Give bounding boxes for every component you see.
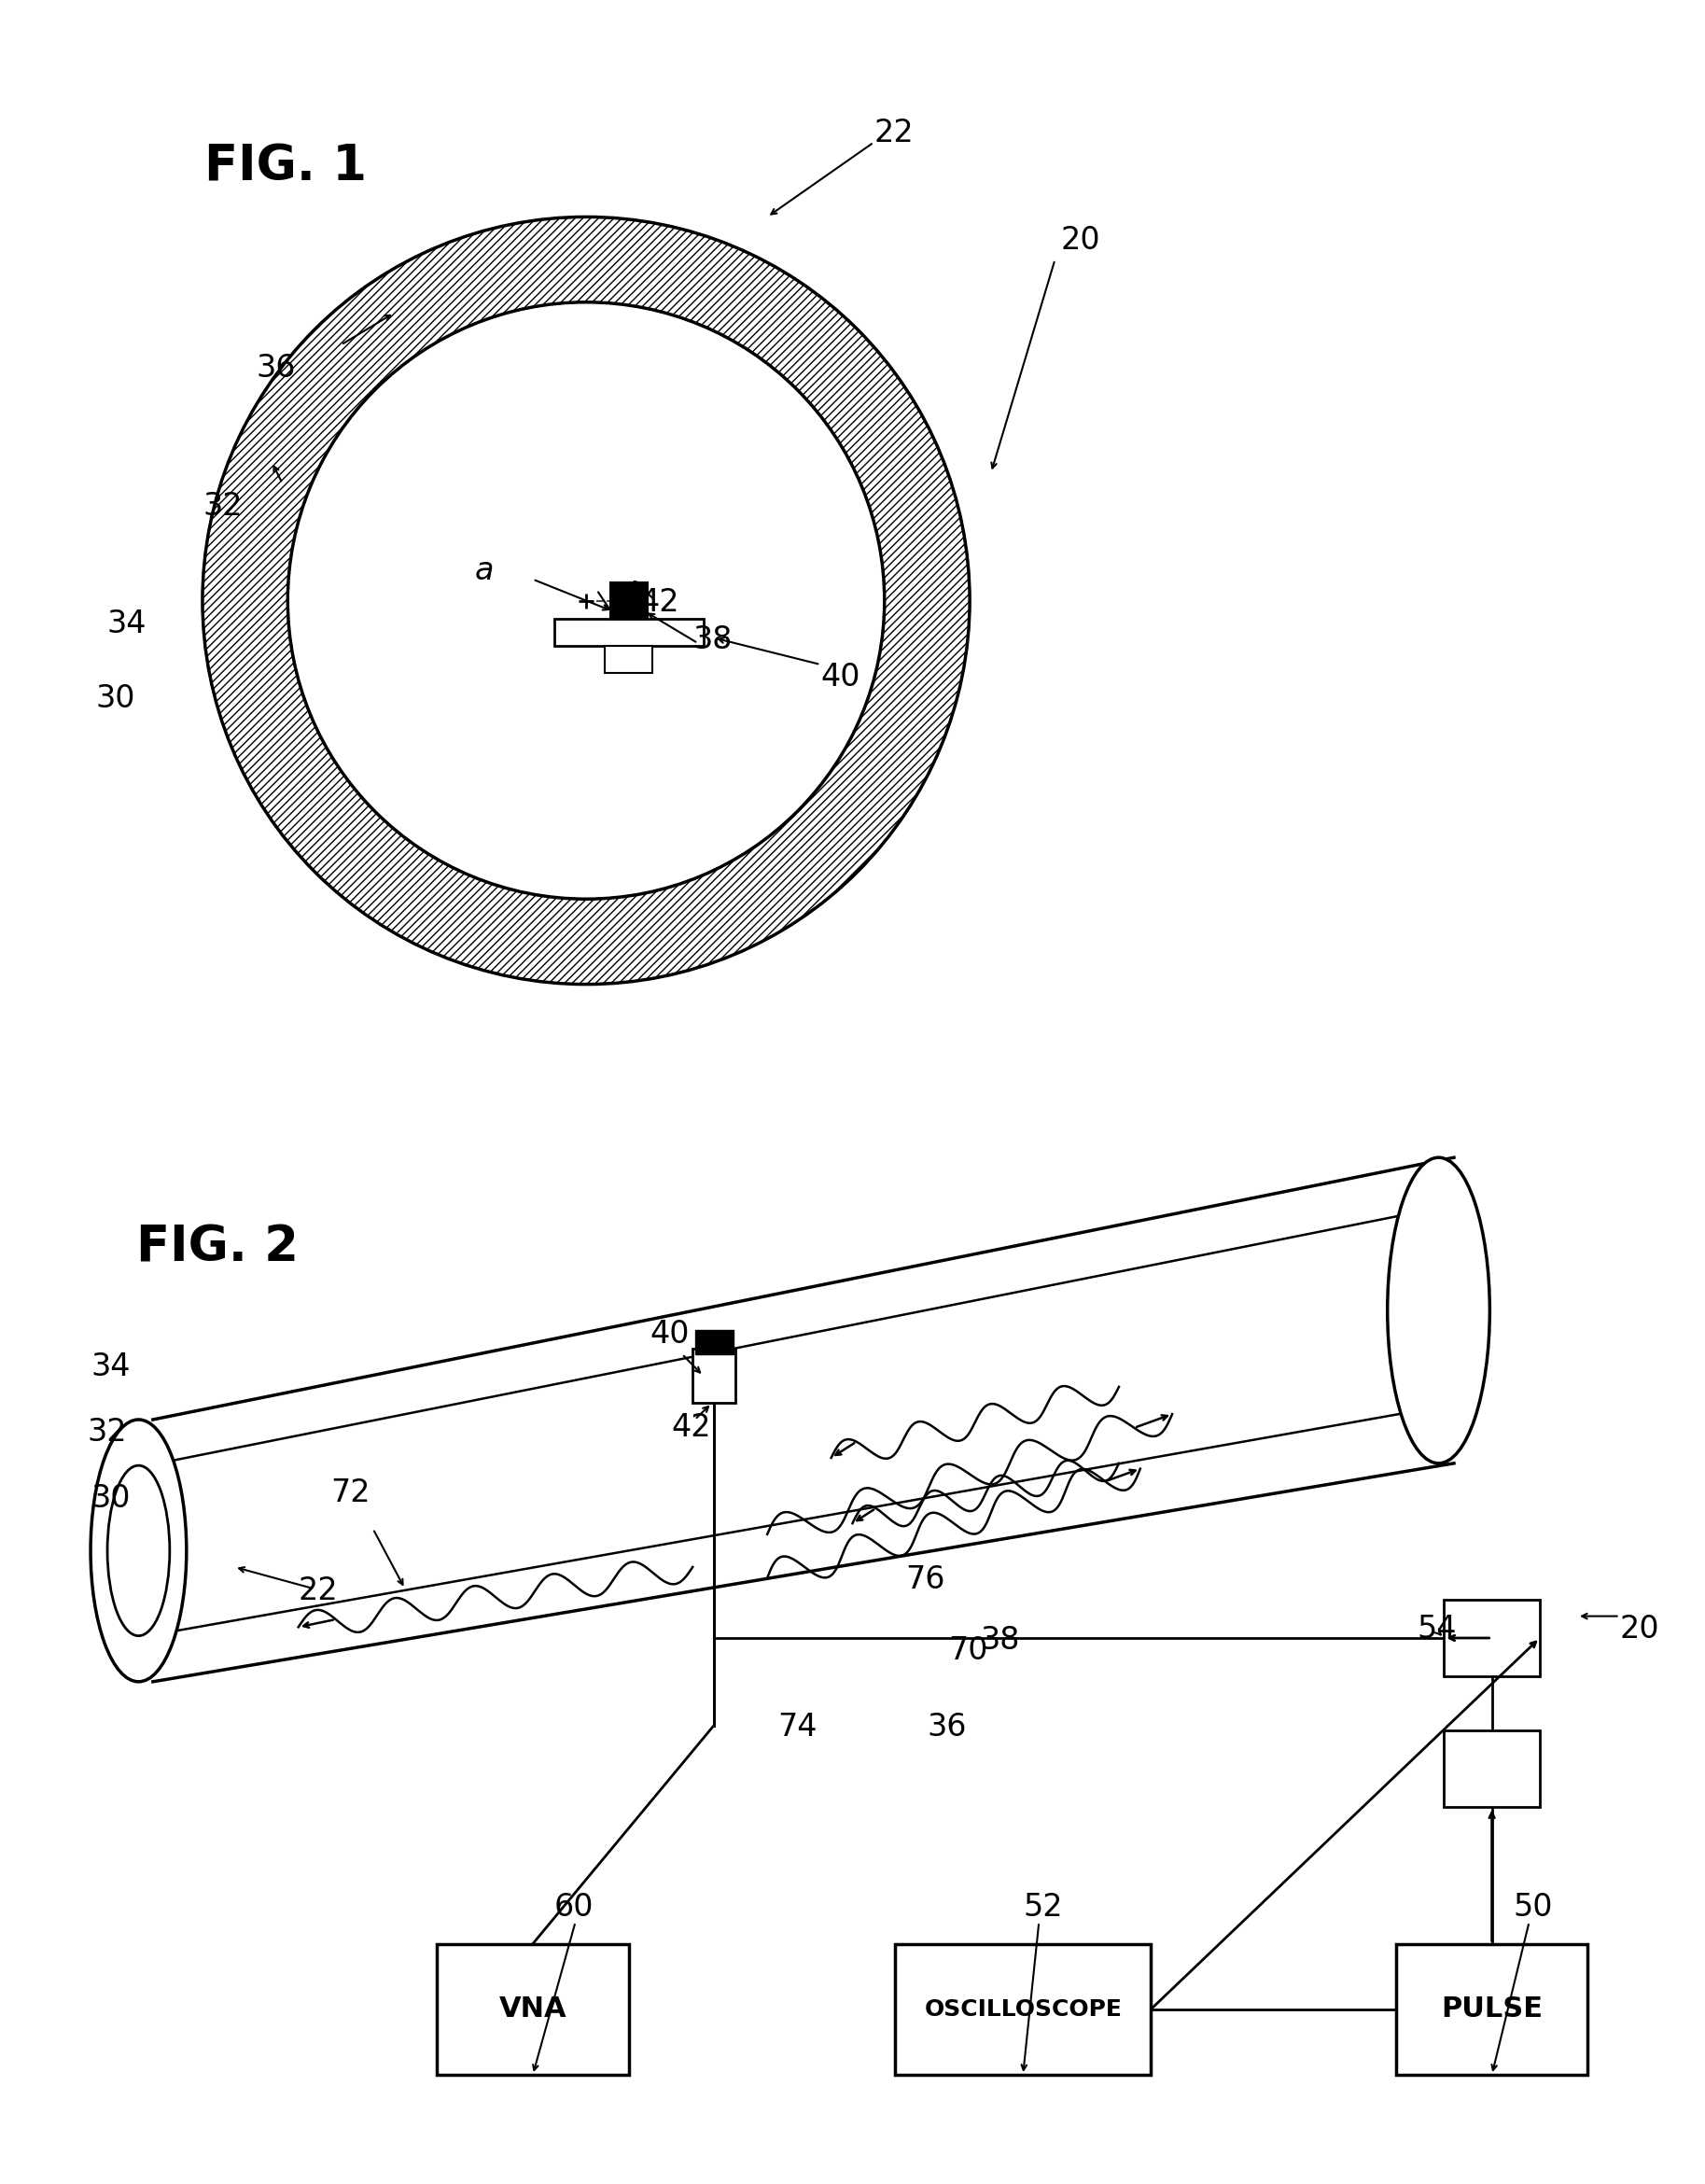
Ellipse shape (1388, 1158, 1490, 1463)
Bar (605, 646, 653, 673)
Text: 42: 42 (672, 1411, 711, 1441)
Ellipse shape (90, 1420, 186, 1682)
Text: 30: 30 (90, 1483, 130, 1514)
Text: a: a (474, 555, 493, 585)
Text: 50: 50 (1514, 1891, 1553, 1922)
Text: 40: 40 (820, 662, 861, 692)
Text: 72: 72 (331, 1476, 370, 1507)
FancyBboxPatch shape (1444, 1599, 1540, 1677)
Text: 34: 34 (106, 609, 147, 640)
Bar (692, 1348, 735, 1404)
Text: 36: 36 (928, 1712, 967, 1743)
Text: FIG. 1: FIG. 1 (205, 142, 367, 190)
PathPatch shape (203, 216, 970, 985)
Text: 38: 38 (692, 625, 731, 655)
Text: 54: 54 (1417, 1614, 1458, 1645)
FancyBboxPatch shape (1444, 1730, 1540, 1808)
Text: OSCILLOSCOPE: OSCILLOSCOPE (924, 1998, 1122, 2020)
Text: VNA: VNA (500, 1996, 566, 2022)
Text: 74: 74 (777, 1712, 818, 1743)
Text: 32: 32 (87, 1417, 128, 1448)
Text: 70: 70 (948, 1636, 989, 1666)
Text: 20: 20 (1061, 225, 1100, 256)
Text: 38: 38 (980, 1625, 1020, 1655)
Text: 36: 36 (256, 352, 295, 384)
FancyBboxPatch shape (436, 1944, 629, 2075)
Text: PULSE: PULSE (1441, 1996, 1543, 2022)
Text: 76: 76 (905, 1564, 946, 1594)
Text: 60: 60 (554, 1891, 593, 1922)
FancyBboxPatch shape (554, 620, 704, 646)
Bar (610, 581, 648, 620)
Text: 34: 34 (90, 1352, 130, 1382)
Text: FIG. 2: FIG. 2 (136, 1223, 298, 1271)
Ellipse shape (107, 1465, 170, 1636)
Text: 22: 22 (873, 118, 914, 149)
Text: 32: 32 (203, 491, 242, 522)
Text: 20: 20 (1620, 1614, 1659, 1645)
FancyBboxPatch shape (895, 1944, 1151, 2075)
Text: 22: 22 (298, 1575, 338, 1605)
Text: 52: 52 (1023, 1891, 1062, 1922)
Circle shape (288, 301, 885, 900)
Text: 30: 30 (95, 684, 136, 714)
Text: 40: 40 (650, 1319, 691, 1350)
Bar (696, 1330, 733, 1354)
Text: 42: 42 (639, 587, 679, 618)
FancyBboxPatch shape (1396, 1944, 1587, 2075)
